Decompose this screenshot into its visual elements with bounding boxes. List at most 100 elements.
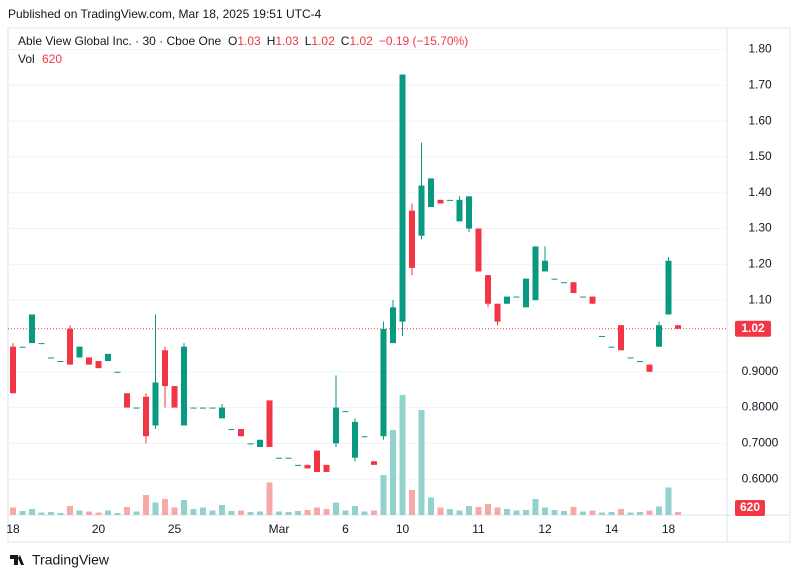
x-tick-label: 11 [472,522,485,536]
volume-bar [390,430,396,515]
volume-bar [428,497,434,515]
marks [10,74,681,515]
candle-body [646,364,653,372]
volume-bar [95,512,102,515]
volume-bar [247,512,254,515]
volume-bar [418,410,425,515]
x-tick-label: 20 [92,522,106,536]
candle-body [133,407,140,409]
candle-body [124,393,130,408]
x-tick-label: 10 [396,522,410,536]
candle-body [190,407,197,409]
volume-bar [561,511,567,515]
volume-bar [437,507,444,515]
candle-body [200,407,206,409]
volume-bar [675,511,681,515]
candle-body [323,464,330,473]
volume-bar [67,506,73,515]
candle-body [380,328,387,437]
volume-bar [105,510,111,515]
y-tick-label: 1.70 [748,77,772,91]
volume-bar [219,505,225,515]
x-tick-label: Mar [269,522,290,536]
candle-body [608,346,615,348]
x-tick-label: 25 [168,522,182,536]
candle-body [589,296,596,304]
candle-body [95,361,102,369]
volume-label: Vol [18,52,35,66]
volume-bar [38,512,45,515]
candle-body [428,178,434,208]
volume-bar [162,499,168,515]
volume-bar [466,506,472,515]
volume-bar [209,510,216,515]
ohlc-value: 1.02 [311,34,335,48]
volume-bar [57,513,64,515]
footer-brand: TradingView [32,552,110,568]
chart-frame [7,27,791,543]
volume-bar [29,509,35,515]
volume-bar [399,395,406,515]
candle-body [371,461,377,465]
candle-body [209,407,216,409]
volume-bar [48,512,54,515]
volume-bar [665,487,672,515]
candle-body [523,278,529,308]
x-tick-label: 12 [538,522,552,536]
volume-bar [494,507,501,515]
candle-body [276,457,282,459]
ohlc-value: 1.02 [349,34,373,48]
volume-bar [504,509,510,515]
candle-body [675,325,681,329]
candle-body [228,429,235,431]
candle-body [67,328,73,365]
volume-value: 620 [42,52,62,66]
candle-body [656,325,662,347]
x-tick-label: 18 [662,522,676,536]
candle-body [542,260,548,272]
candle-body [665,260,672,315]
volume-bar [171,507,178,515]
volume-bar [76,510,83,515]
candle-body [466,196,472,229]
candle-body [532,246,539,301]
candle-body [618,325,624,351]
candle-body [219,407,225,419]
candle-body [561,282,567,284]
volume-bar [86,511,92,515]
candle-body [257,439,263,447]
candle-body [437,199,444,204]
candle-body [513,296,520,298]
volume-bar [238,510,244,515]
volume-bar [513,510,520,515]
volume-bar [181,500,187,515]
y-tick-label: 1.60 [748,113,772,127]
candle-body [333,407,339,444]
volume-badge-label: 620 [740,500,760,514]
labels: 0.6000 0.7000 0.8000 0.9000 1.10 1.20 1.30 1.40… [6,42,778,537]
volume-bar [200,507,206,515]
y-tick-label: 0.9000 [742,364,779,378]
candle-body [399,74,406,322]
volume-bar [228,511,235,515]
volume-bar [542,507,548,515]
candle-body [162,350,168,387]
candle-body [504,296,510,304]
candle-body [19,346,26,348]
volume-bar [485,504,491,515]
change: −0.19 (−15.70%) [379,34,468,48]
candle-body [456,199,463,222]
ohlc-key: C [341,34,350,48]
candle-body [447,199,453,201]
y-tick-label: 1.40 [748,185,772,199]
candle-body [266,400,273,447]
candle-body [38,343,45,345]
y-tick-label: 1.10 [748,292,772,306]
candle-body [247,443,254,445]
candle-body [485,275,491,304]
y-tick-label: 0.7000 [742,436,779,450]
candle-body [627,357,634,359]
volume-bar [114,513,121,515]
candle-body [580,296,586,298]
